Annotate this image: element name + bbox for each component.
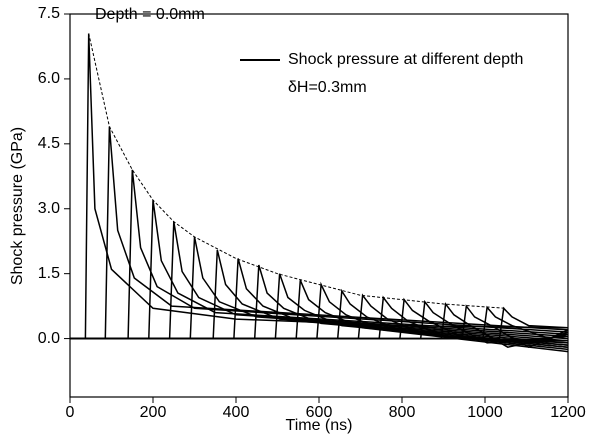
- y-tick-label: 3.0: [38, 200, 60, 217]
- series-line: [70, 306, 569, 340]
- annotation: Depth = 0.0mm: [95, 6, 205, 23]
- x-tick-label: 200: [140, 404, 167, 421]
- x-tick-label: 800: [389, 404, 416, 421]
- x-tick-label: 1200: [550, 404, 586, 421]
- x-tick-label: 600: [306, 404, 333, 421]
- annotation: δH=0.3mm: [288, 79, 367, 96]
- envelope-line: [88, 33, 506, 309]
- y-tick-label: 0.0: [38, 330, 60, 347]
- y-tick-label: 1.5: [38, 265, 60, 282]
- y-tick-label: 4.5: [38, 135, 60, 152]
- y-axis-label: Shock pressure (GPa): [9, 127, 26, 285]
- x-tick-label: 0: [66, 404, 75, 421]
- y-tick-label: 7.5: [38, 5, 60, 22]
- legend-label: Shock pressure at different depth: [288, 51, 523, 68]
- x-tick-label: 400: [223, 404, 250, 421]
- x-tick-label: 1000: [467, 404, 503, 421]
- y-tick-label: 6.0: [38, 70, 60, 87]
- x-axis-label: Time (ns): [286, 417, 353, 434]
